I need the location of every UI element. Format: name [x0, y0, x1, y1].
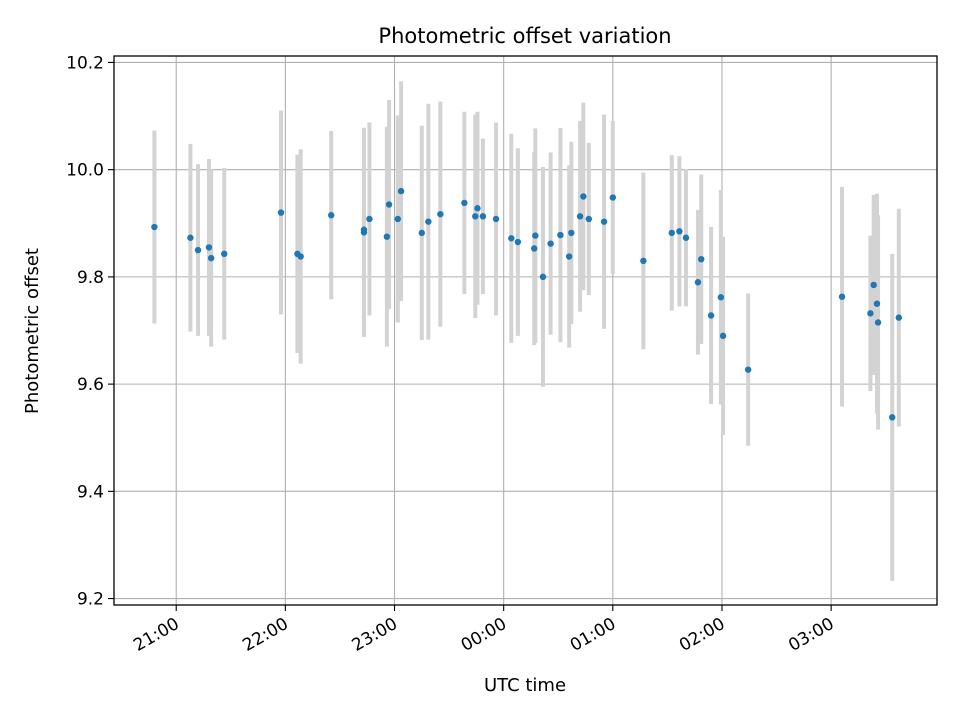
x-tick-label: 02:00: [676, 614, 728, 656]
data-point: [514, 238, 522, 246]
data-point: [221, 250, 228, 258]
data-point: [385, 201, 393, 208]
data-point: [539, 273, 547, 281]
data-point: [366, 215, 373, 223]
data-point: [870, 281, 877, 289]
y-tick-label: 9.4: [77, 482, 104, 502]
x-tick-label: 03:00: [785, 614, 837, 656]
y-axis-ticks: 9.2 9.4 9.6 9.8 10.0 10.2: [66, 53, 114, 610]
data-point: [874, 319, 882, 326]
x-axis-label: UTC time: [484, 675, 566, 696]
y-tick-label: 10.0: [66, 161, 104, 181]
data-point: [397, 187, 405, 195]
data-point: [383, 233, 391, 240]
data-point: [328, 212, 335, 219]
data-point: [205, 244, 213, 251]
data-point: [547, 240, 554, 247]
data-point: [277, 209, 285, 216]
data-point: [576, 213, 584, 220]
y-axis-label: Photometric offset: [22, 248, 43, 414]
y-tick-label: 10.2: [66, 53, 104, 73]
data-point: [565, 253, 573, 260]
data-point: [889, 414, 896, 421]
data-point: [580, 193, 587, 200]
data-point: [360, 226, 368, 233]
data-point: [568, 229, 575, 237]
data-point: [151, 223, 158, 231]
data-point: [838, 293, 846, 300]
x-tick-label: 22:00: [239, 614, 291, 656]
data-point: [668, 229, 675, 237]
data-point: [492, 215, 500, 223]
data-point: [508, 235, 515, 242]
data-point: [557, 231, 564, 239]
grid-lines: [114, 56, 937, 605]
data-point: [297, 253, 304, 260]
data-point: [682, 234, 690, 241]
data-point: [694, 279, 702, 286]
data-point: [895, 314, 902, 321]
error-bars: [152, 81, 901, 581]
data-point: [873, 300, 881, 307]
data-point: [461, 199, 468, 207]
data-point: [532, 232, 539, 239]
data-point: [207, 254, 215, 262]
x-tick-label: 21:00: [130, 614, 182, 656]
data-points: [151, 187, 902, 421]
x-axis-ticks: 21:00 22:00 23:00 00:00 01:00 02:00 03:00: [130, 605, 838, 656]
data-point: [867, 310, 874, 317]
y-tick-label: 9.2: [77, 590, 104, 610]
data-point: [600, 218, 608, 225]
data-point: [609, 194, 617, 201]
data-point: [474, 205, 481, 212]
data-point: [479, 213, 487, 220]
data-point: [698, 255, 705, 263]
data-point: [707, 312, 715, 319]
data-point: [472, 213, 479, 220]
x-tick-label: 01:00: [567, 614, 619, 656]
data-point: [744, 366, 752, 373]
data-point: [719, 332, 727, 340]
data-point: [425, 218, 432, 225]
data-point: [418, 229, 426, 237]
plot-area-frame: [113, 55, 938, 606]
data-point: [194, 246, 202, 254]
data-point: [676, 228, 683, 235]
data-point: [717, 294, 725, 301]
x-tick-label: 00:00: [458, 614, 510, 656]
y-tick-label: 9.6: [77, 375, 104, 395]
chart-title: Photometric offset variation: [378, 24, 671, 48]
data-point: [394, 215, 401, 223]
x-tick-label: 23:00: [349, 614, 401, 656]
data-point: [585, 215, 593, 223]
data-point: [437, 210, 444, 218]
data-point: [187, 234, 194, 241]
data-point: [640, 257, 647, 265]
data-point: [531, 245, 538, 252]
y-tick-label: 9.8: [77, 268, 104, 288]
